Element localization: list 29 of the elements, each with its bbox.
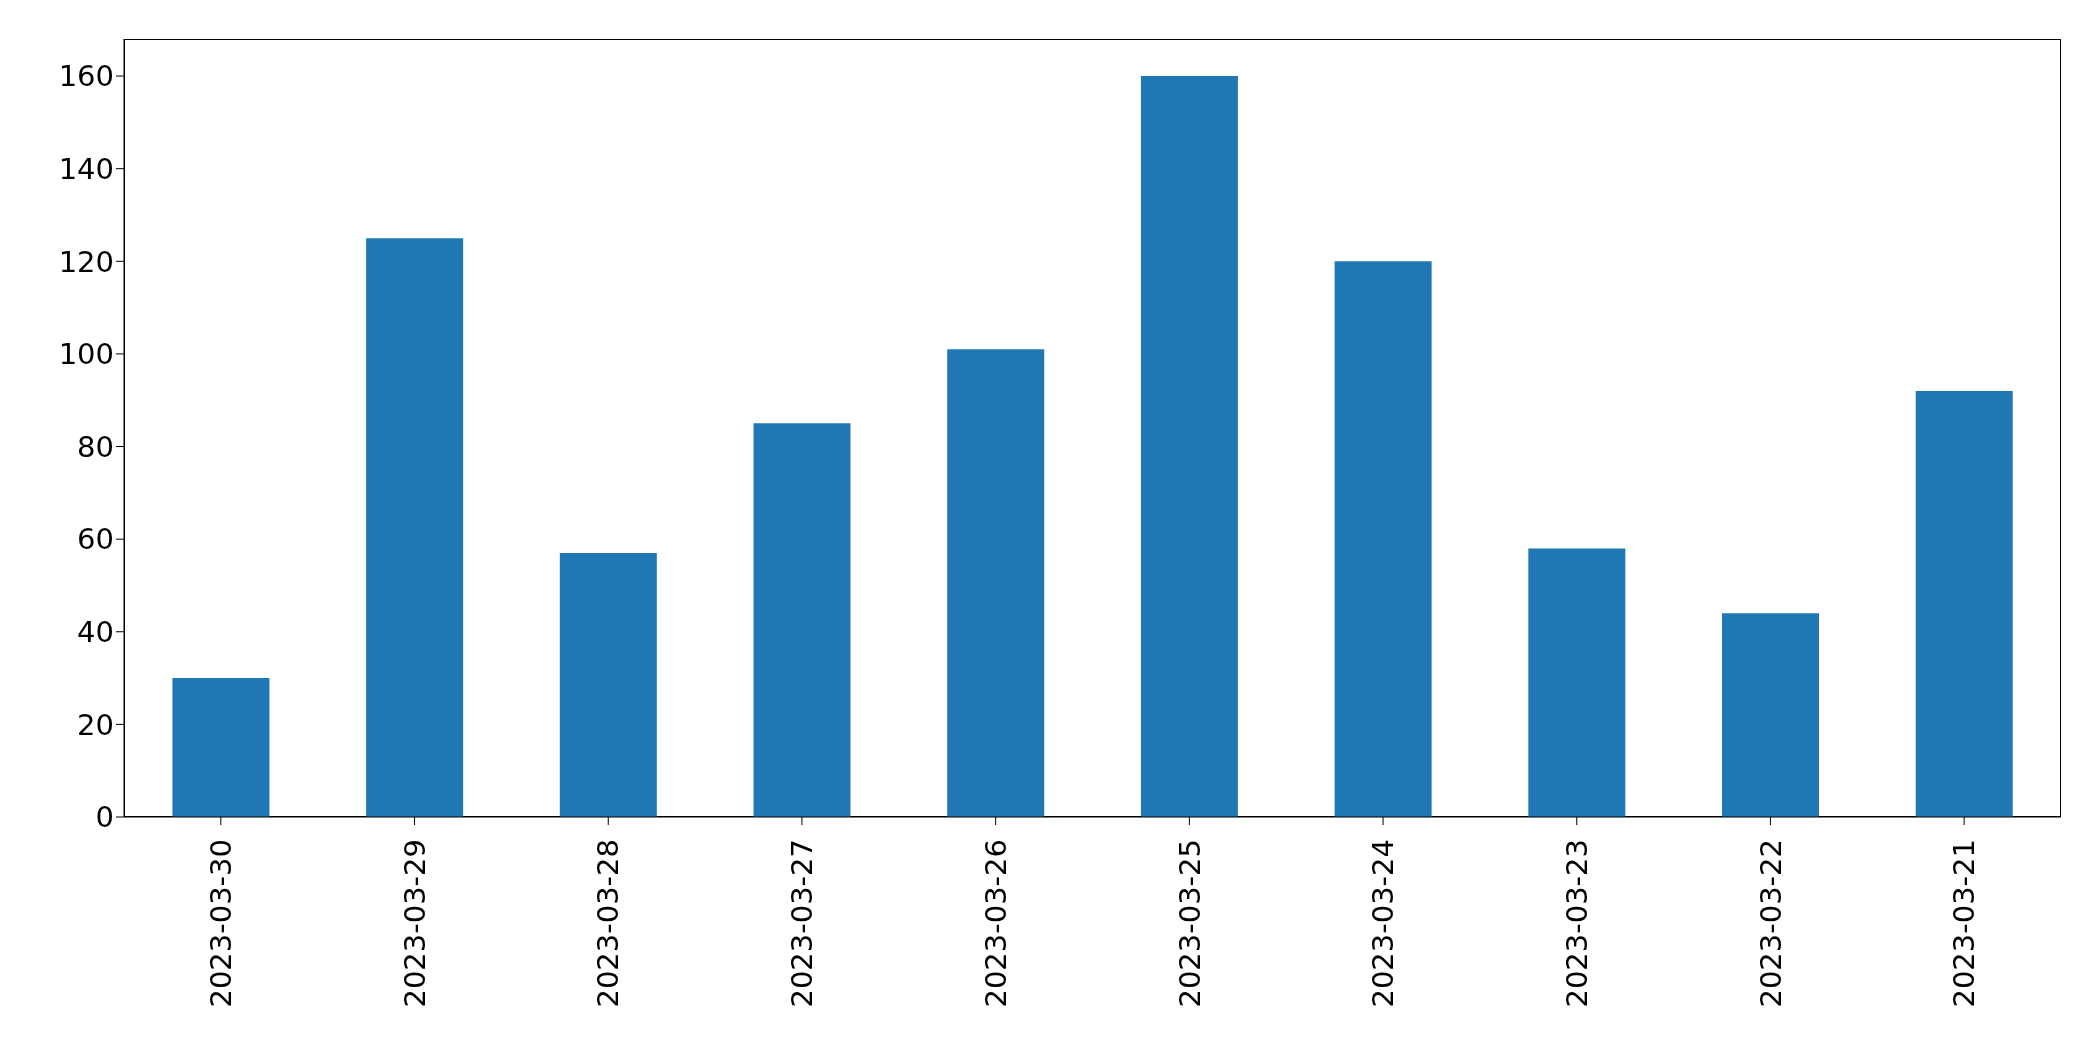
y-tick-label: 0: [95, 800, 114, 835]
x-tick-label: 2023-03-25: [1172, 839, 1207, 1008]
y-tick-label: 100: [58, 337, 114, 372]
y-tick-label: 20: [77, 707, 114, 742]
bar: [753, 423, 851, 817]
x-tick-label: 2023-03-29: [397, 839, 432, 1008]
x-tick-label: 2023-03-23: [1559, 839, 1594, 1008]
x-tick-label: 2023-03-28: [591, 839, 626, 1008]
bar: [366, 238, 464, 817]
bar: [1334, 261, 1432, 817]
x-tick-label: 2023-03-22: [1753, 839, 1788, 1008]
y-tick-label: 160: [58, 59, 114, 94]
x-tick-label: 2023-03-26: [978, 839, 1013, 1008]
bar: [1528, 548, 1626, 817]
bar: [559, 553, 657, 817]
y-tick-label: 120: [58, 244, 114, 279]
x-tick-label: 2023-03-30: [204, 839, 238, 1008]
x-tick-label: 2023-03-21: [1947, 839, 1982, 1008]
bar: [1915, 390, 2013, 817]
bar: [1140, 76, 1238, 817]
y-tick-label: 60: [77, 522, 114, 557]
x-tick-label: 2023-03-24: [1366, 839, 1401, 1008]
y-tick-label: 40: [77, 615, 114, 650]
y-tick-label: 80: [77, 429, 114, 464]
bar: [172, 678, 270, 817]
x-tick-label: 2023-03-27: [785, 839, 820, 1008]
bar: [947, 349, 1045, 817]
y-tick-label: 140: [58, 151, 114, 186]
bar: [1722, 613, 1820, 817]
